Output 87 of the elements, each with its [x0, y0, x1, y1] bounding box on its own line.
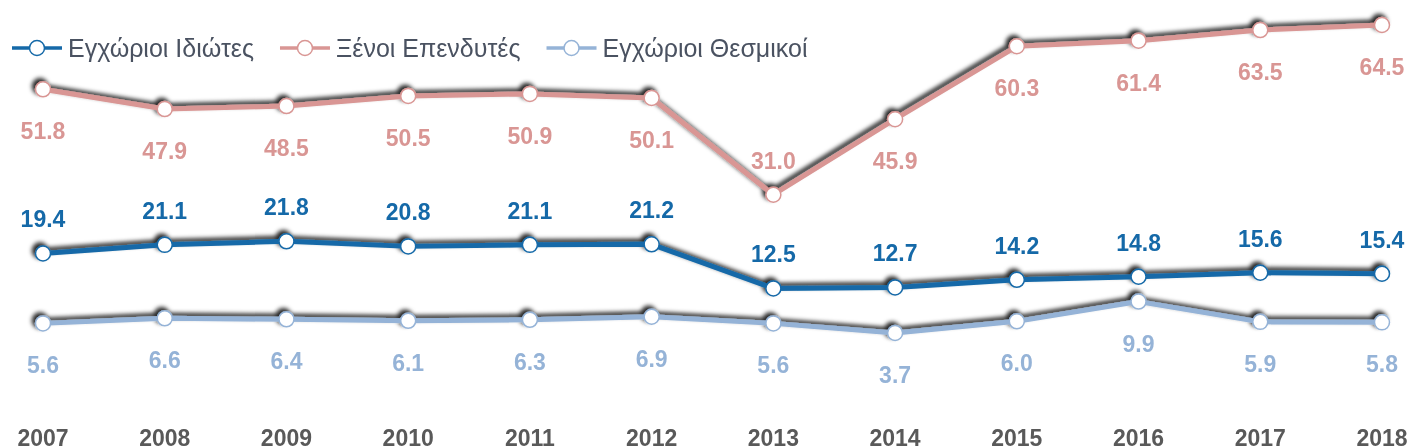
data-label: 51.8 [20, 118, 66, 145]
point [1252, 264, 1269, 281]
data-label: 19.4 [20, 206, 66, 233]
x-tick-label: 2009 [260, 425, 313, 448]
data-label: 64.5 [1359, 54, 1405, 80]
point [765, 186, 782, 203]
data-label: 6.1 [392, 349, 425, 376]
point [1130, 293, 1147, 310]
point [886, 324, 904, 342]
point [278, 311, 295, 328]
data-label: 15.4 [1359, 226, 1405, 253]
point [765, 280, 782, 297]
data-label: 50.1 [629, 126, 675, 153]
data-label: 5.9 [1244, 350, 1277, 377]
data-label: 3.7 [879, 362, 912, 388]
x-tick-label: 2011 [504, 425, 556, 448]
point [521, 311, 539, 329]
data-label: 5.6 [757, 352, 790, 379]
data-label: 21.2 [629, 197, 675, 224]
data-label: 63.5 [1237, 59, 1283, 86]
point [1373, 314, 1391, 331]
point [1008, 38, 1026, 55]
data-label: 31.0 [750, 147, 796, 174]
point [399, 312, 417, 330]
x-tick-label: 2017 [1234, 425, 1286, 448]
data-label: 50.5 [385, 124, 431, 151]
data-label: 12.5 [750, 241, 796, 268]
x-tick-label: 2016 [1112, 425, 1165, 448]
data-label: 9.9 [1122, 330, 1155, 357]
point [399, 238, 417, 255]
data-label: 12.7 [872, 240, 918, 267]
point [278, 97, 295, 115]
point [1373, 16, 1391, 34]
point [521, 85, 539, 103]
data-label: 45.9 [872, 148, 918, 175]
point [1252, 21, 1269, 39]
point [278, 233, 295, 250]
data-label: 60.3 [994, 75, 1040, 102]
point [1252, 313, 1269, 331]
data-label: 61.4 [1116, 69, 1162, 96]
point [521, 236, 539, 254]
legend-label: Εγχώριοι Θεσμικοί [602, 34, 808, 62]
data-label: 21.8 [264, 194, 310, 221]
point [1130, 32, 1147, 49]
data-label: 14.8 [1116, 229, 1162, 256]
point [1008, 313, 1026, 330]
point [1130, 268, 1147, 286]
data-label: 50.9 [507, 122, 553, 149]
x-tick-label: 2008 [139, 425, 191, 448]
data-label: 6.3 [513, 348, 546, 375]
point [886, 279, 904, 296]
x-tick-label: 2015 [991, 425, 1043, 448]
data-label: 5.8 [1366, 351, 1399, 378]
data-label: 21.1 [507, 197, 553, 224]
point [34, 315, 52, 332]
data-label: 6.0 [1000, 350, 1033, 377]
point [643, 89, 660, 107]
legend-label: Εγχώριοι Ιδιώτες [68, 34, 254, 62]
point [399, 87, 417, 105]
data-label: 15.6 [1237, 225, 1283, 252]
data-label: 48.5 [264, 135, 310, 162]
x-tick-label: 2014 [869, 425, 921, 448]
point [643, 308, 660, 326]
x-tick-label: 2007 [17, 425, 69, 448]
data-label: 6.6 [148, 347, 181, 374]
point [34, 81, 52, 98]
point [886, 110, 904, 128]
point [34, 245, 52, 262]
x-tick-label: 2018 [1356, 425, 1408, 448]
data-label: 6.9 [635, 345, 668, 372]
data-label: 47.9 [142, 138, 188, 165]
data-label: 20.8 [385, 199, 431, 226]
data-label: 21.1 [142, 197, 188, 224]
point [156, 310, 173, 327]
data-label: 14.2 [994, 232, 1040, 259]
point [156, 236, 173, 254]
legend-label: Ξένοι Επενδυτές [335, 34, 521, 62]
point [765, 315, 782, 332]
point [156, 100, 173, 118]
x-tick-label: 2013 [747, 425, 799, 448]
x-tick-label: 2010 [382, 425, 434, 448]
point [1373, 265, 1391, 282]
point [643, 236, 660, 253]
data-label: 5.6 [27, 352, 59, 379]
data-label: 6.4 [270, 348, 303, 375]
x-tick-label: 2012 [626, 425, 678, 448]
point [1008, 271, 1026, 289]
